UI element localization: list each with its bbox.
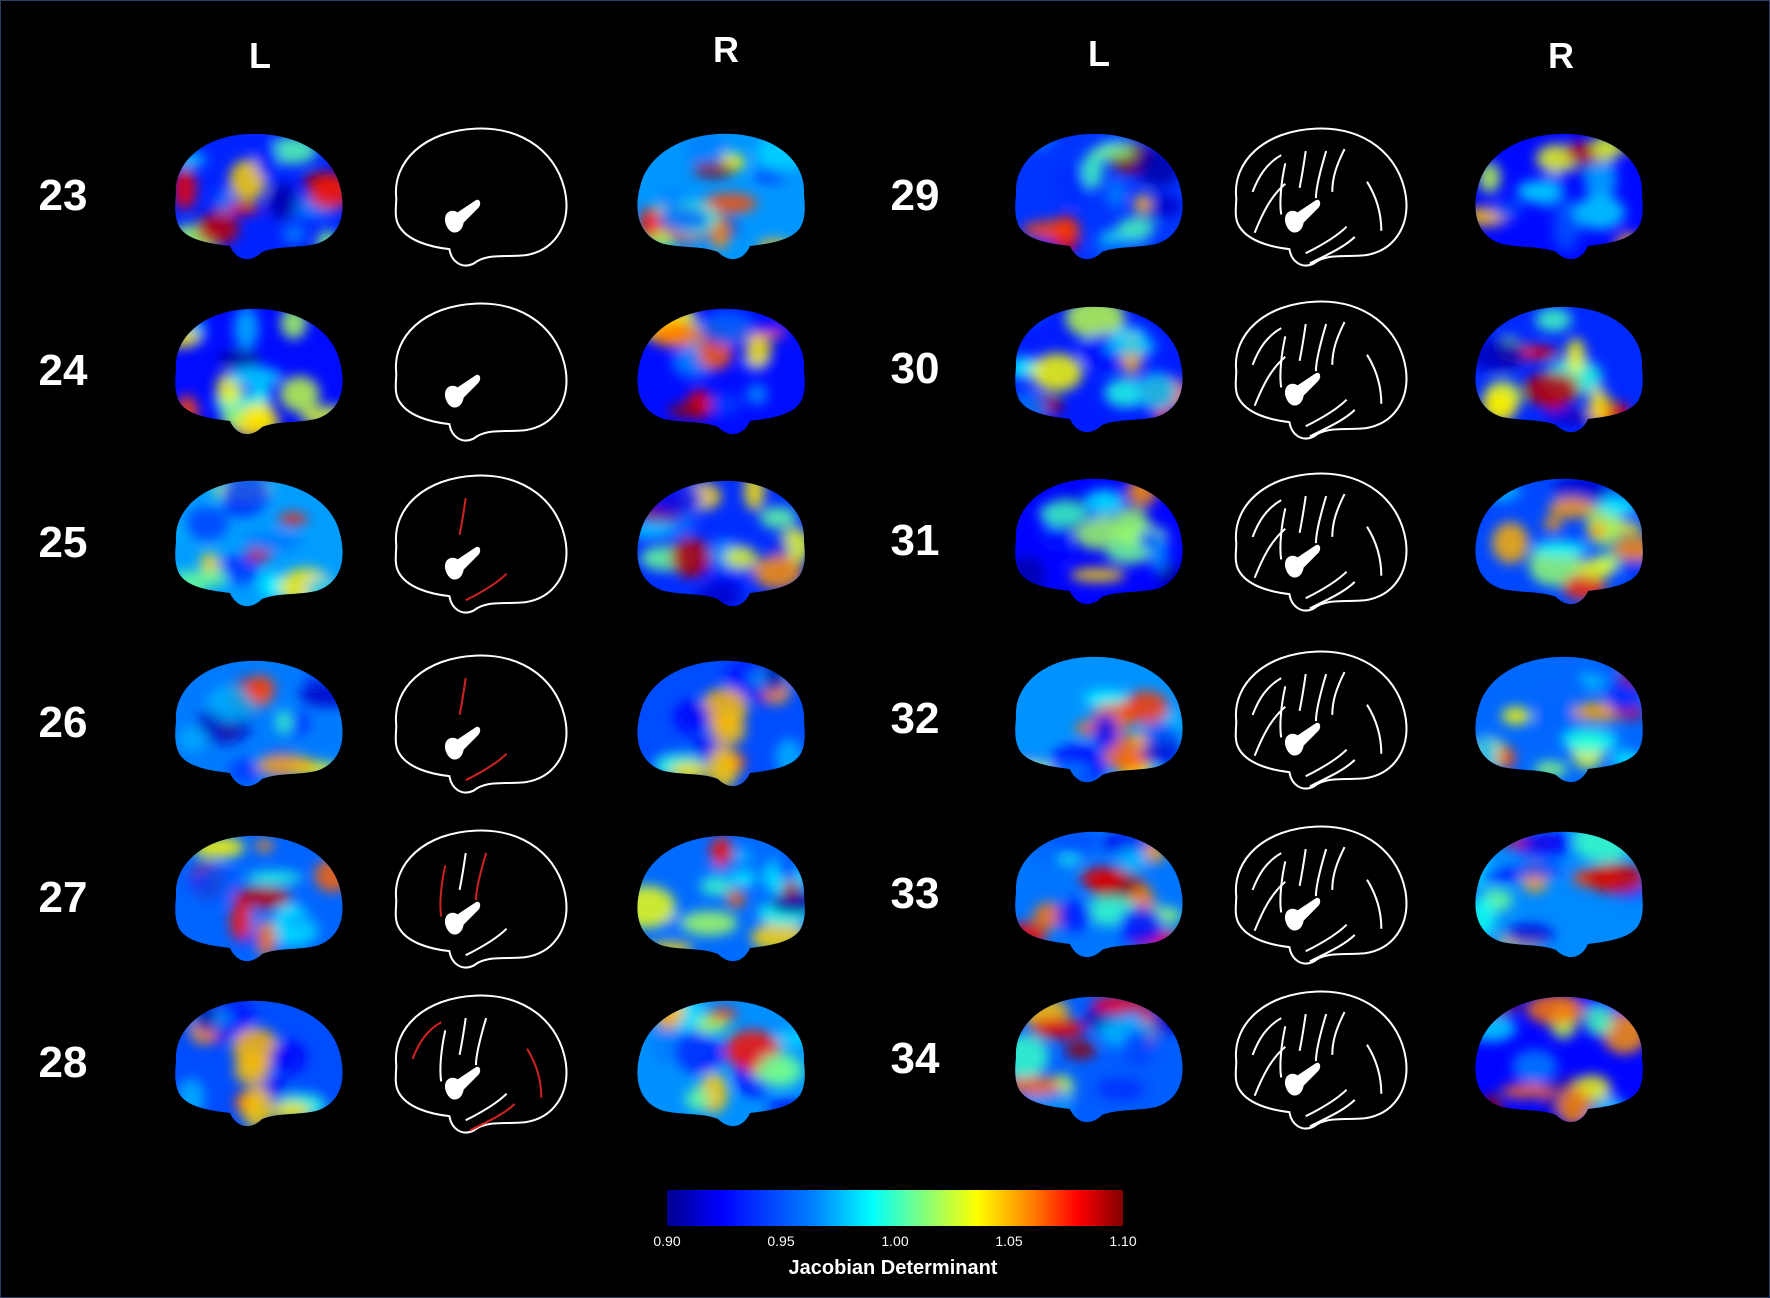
right-hemisphere-map-30 (1475, 306, 1643, 433)
right-hemisphere-map-27 (637, 835, 805, 962)
week-label: 28 (38, 1038, 88, 1087)
left-hemisphere-map-28 (175, 1000, 343, 1127)
right-hemisphere-map-33 (1475, 831, 1643, 958)
header-left-hemisphere-1: L (249, 35, 271, 76)
colorbar (667, 1190, 1123, 1226)
week-label: 30 (890, 344, 940, 393)
colorbar-title: Jacobian Determinant (788, 1257, 998, 1279)
header-left-hemisphere-2: L (1088, 33, 1110, 74)
week-label: 27 (38, 873, 88, 922)
colorbar-tick: 1.00 (881, 1233, 909, 1249)
week-label: 32 (890, 694, 940, 743)
sulcal-outline-27 (394, 829, 568, 969)
sulcal-outline-24 (394, 302, 568, 442)
left-hemisphere-map-34 (1015, 996, 1183, 1123)
sulcal-outline-25 (394, 474, 568, 614)
week-label: 31 (890, 516, 940, 565)
left-hemisphere-map-31 (1015, 478, 1183, 605)
right-hemisphere-map-24 (637, 308, 805, 435)
sulcal-outline-29 (1234, 127, 1408, 267)
right-hemisphere-map-29 (1475, 133, 1643, 260)
week-label: 24 (38, 346, 88, 395)
colorbar-tick: 1.10 (1109, 1233, 1137, 1249)
right-hemisphere-map-31 (1475, 478, 1643, 605)
left-hemisphere-map-23 (175, 133, 343, 260)
header-right-hemisphere-1: R (713, 29, 739, 70)
left-hemisphere-map-24 (175, 308, 343, 435)
sulcal-outline-33 (1234, 825, 1408, 965)
colorbar-tick: 0.90 (653, 1233, 681, 1249)
header-right-hemisphere-2: R (1548, 35, 1574, 76)
sulcal-outline-26 (394, 654, 568, 794)
sulcal-outline-32 (1234, 650, 1408, 790)
left-hemisphere-map-33 (1015, 831, 1183, 958)
colorbar-tick: 0.95 (767, 1233, 795, 1249)
right-hemisphere-map-23 (637, 133, 805, 260)
left-hemisphere-map-25 (175, 480, 343, 607)
week-label: 23 (38, 171, 88, 220)
sulcal-outline-28 (394, 994, 568, 1134)
right-hemisphere-map-26 (637, 660, 805, 787)
left-hemisphere-map-29 (1015, 133, 1183, 260)
week-label: 29 (890, 171, 940, 220)
right-hemisphere-map-32 (1475, 656, 1643, 783)
sulcal-outline-34 (1234, 990, 1408, 1130)
right-hemisphere-map-25 (637, 480, 805, 607)
right-hemisphere-map-34 (1475, 996, 1643, 1123)
left-hemisphere-map-27 (175, 835, 343, 962)
week-label: 26 (38, 698, 88, 747)
sulcal-outline-31 (1234, 472, 1408, 612)
right-hemisphere-map-28 (637, 1000, 805, 1127)
sulcal-outline-23 (394, 127, 568, 267)
week-label: 25 (38, 518, 88, 567)
sulcal-outline-30 (1234, 300, 1408, 440)
week-label: 34 (890, 1034, 940, 1083)
week-label: 33 (890, 869, 940, 918)
left-hemisphere-map-26 (175, 660, 343, 787)
left-hemisphere-map-30 (1015, 306, 1183, 433)
colorbar-tick: 1.05 (995, 1233, 1023, 1249)
left-hemisphere-map-32 (1015, 656, 1183, 783)
